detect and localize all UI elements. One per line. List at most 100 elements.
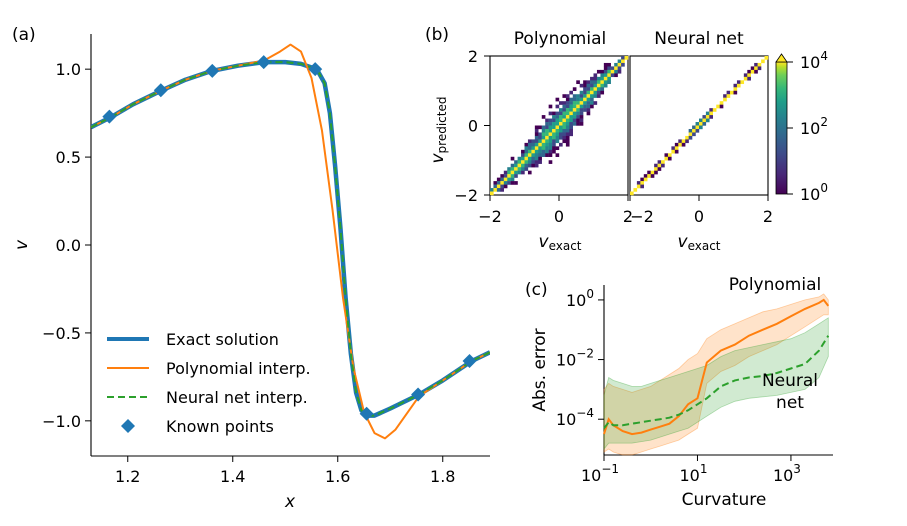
heatmap-cell	[614, 62, 618, 67]
heatmap-cell	[565, 128, 570, 133]
heatmap-cell	[507, 170, 511, 175]
heatmap-cell	[607, 62, 611, 67]
heatmap-cell	[647, 170, 651, 175]
heatmap-cell	[621, 62, 625, 67]
heatmap-cell	[517, 160, 522, 164]
heatmap-cell	[600, 73, 605, 78]
heatmap-cell	[590, 101, 594, 105]
y-tick-label: 0	[468, 117, 478, 136]
heatmap-cell	[764, 56, 769, 60]
heatmap-cell	[545, 153, 549, 157]
heatmap-cell	[559, 125, 563, 130]
colorbar-tick-label-exp: 0	[820, 181, 828, 195]
heatmap-cell	[548, 135, 553, 140]
heatmap-cell	[565, 108, 570, 112]
panel-b-y-label-base: v	[428, 153, 448, 164]
annotation-polynomial: Polynomial	[729, 275, 821, 295]
x-tick-label: 1.2	[115, 467, 140, 486]
heatmap-cell	[510, 177, 515, 182]
heatmap-cell	[517, 163, 522, 168]
heatmap-cell	[572, 101, 577, 105]
heatmap-cell	[692, 132, 696, 137]
y-tick-label: −0.5	[42, 324, 81, 343]
heatmap-cell	[757, 62, 762, 67]
heatmap-cell	[699, 118, 703, 123]
panel-b-x-label-right-base: v	[678, 232, 689, 252]
heatmap-cell	[678, 142, 682, 147]
heatmap-cell	[603, 83, 608, 88]
heatmap-cell	[586, 111, 591, 116]
heatmap-cell	[534, 139, 539, 144]
colorbar-tick-label-exp: 2	[820, 115, 828, 129]
heatmap-cell	[685, 139, 689, 144]
heatmap-cell	[531, 142, 536, 147]
heatmap-cell	[664, 153, 669, 157]
heatmap-cell	[559, 101, 563, 105]
heatmap-cell	[555, 146, 560, 151]
heatmap-cell	[538, 132, 542, 137]
heatmap-cell	[548, 142, 553, 147]
heatmap-cell	[548, 153, 553, 157]
heatmap-cell	[538, 156, 542, 161]
heatmap-cell	[545, 118, 549, 123]
x-tick-label-exp: 3	[793, 462, 801, 476]
heatmap-cell	[579, 90, 584, 95]
left-x-tick-label: 0	[554, 207, 564, 226]
heatmap-cell	[702, 115, 707, 119]
legend-polynomial-label: Polynomial interp.	[166, 359, 311, 378]
y-tick-label-base: 10	[556, 410, 576, 429]
heatmap-cell	[548, 125, 553, 130]
heatmap-cell	[510, 170, 515, 175]
heatmap-cell	[657, 160, 662, 164]
heatmap-cell	[565, 142, 570, 147]
colorbar-tick-label-base: 10	[800, 119, 820, 138]
heatmap-cell	[607, 69, 611, 74]
heatmap-cell	[586, 87, 591, 91]
heatmap-cell	[747, 76, 751, 81]
heatmap-cell	[586, 80, 591, 85]
heatmap-cell	[534, 153, 539, 157]
heatmap-cell	[559, 111, 563, 116]
heatmap-cell	[500, 177, 504, 182]
heatmap-cell	[726, 94, 731, 98]
heatmap-cell	[654, 170, 658, 175]
heatmap-cell	[747, 69, 751, 74]
heatmap-cell	[552, 111, 556, 116]
panel-a-legend: Exact solution Polynomial interp. Neural…	[107, 330, 311, 436]
heatmap-cell	[586, 101, 591, 105]
known-point-marker	[102, 109, 117, 124]
colorbar-tick-label: 102	[800, 115, 828, 138]
heatmap-cell	[527, 149, 532, 154]
heatmap-cell	[524, 146, 529, 151]
heatmap-cell	[541, 135, 546, 140]
x-tick-label: 10−1	[581, 462, 619, 485]
heatmap-cell	[624, 56, 629, 60]
heatmap-cell	[640, 184, 644, 189]
heatmap-cell	[559, 108, 563, 112]
heatmap-cell	[527, 156, 532, 161]
heatmap-cell	[555, 111, 560, 116]
x-tick-label: 103	[773, 462, 801, 485]
heatmap-cell	[664, 156, 669, 161]
heatmap-cell	[569, 104, 573, 109]
heatmap-cell	[503, 177, 508, 182]
heatmap-cell	[521, 156, 525, 161]
left-x-tick-label: 2	[623, 207, 633, 226]
heatmap-cell	[531, 139, 536, 144]
heatmap-cell	[590, 80, 594, 85]
heatmap-cell	[565, 97, 570, 102]
panel-b-x-label-left-base: v	[539, 232, 550, 252]
heatmap-cell	[596, 69, 601, 74]
heatmap-cell	[593, 94, 598, 98]
y-tick-label: −1.0	[42, 412, 81, 431]
heatmap-cell	[743, 73, 748, 78]
heatmap-cell	[643, 174, 648, 178]
heatmap-cell	[617, 69, 622, 74]
heatmap-cell	[538, 139, 542, 144]
legend-neural-net-label: Neural net interp.	[166, 388, 308, 407]
heatmap-cell	[610, 69, 615, 74]
heatmap-cell	[565, 118, 570, 123]
known-point-marker	[308, 62, 323, 77]
heatmap-cell	[590, 94, 594, 98]
heatmap-cell	[500, 181, 504, 185]
